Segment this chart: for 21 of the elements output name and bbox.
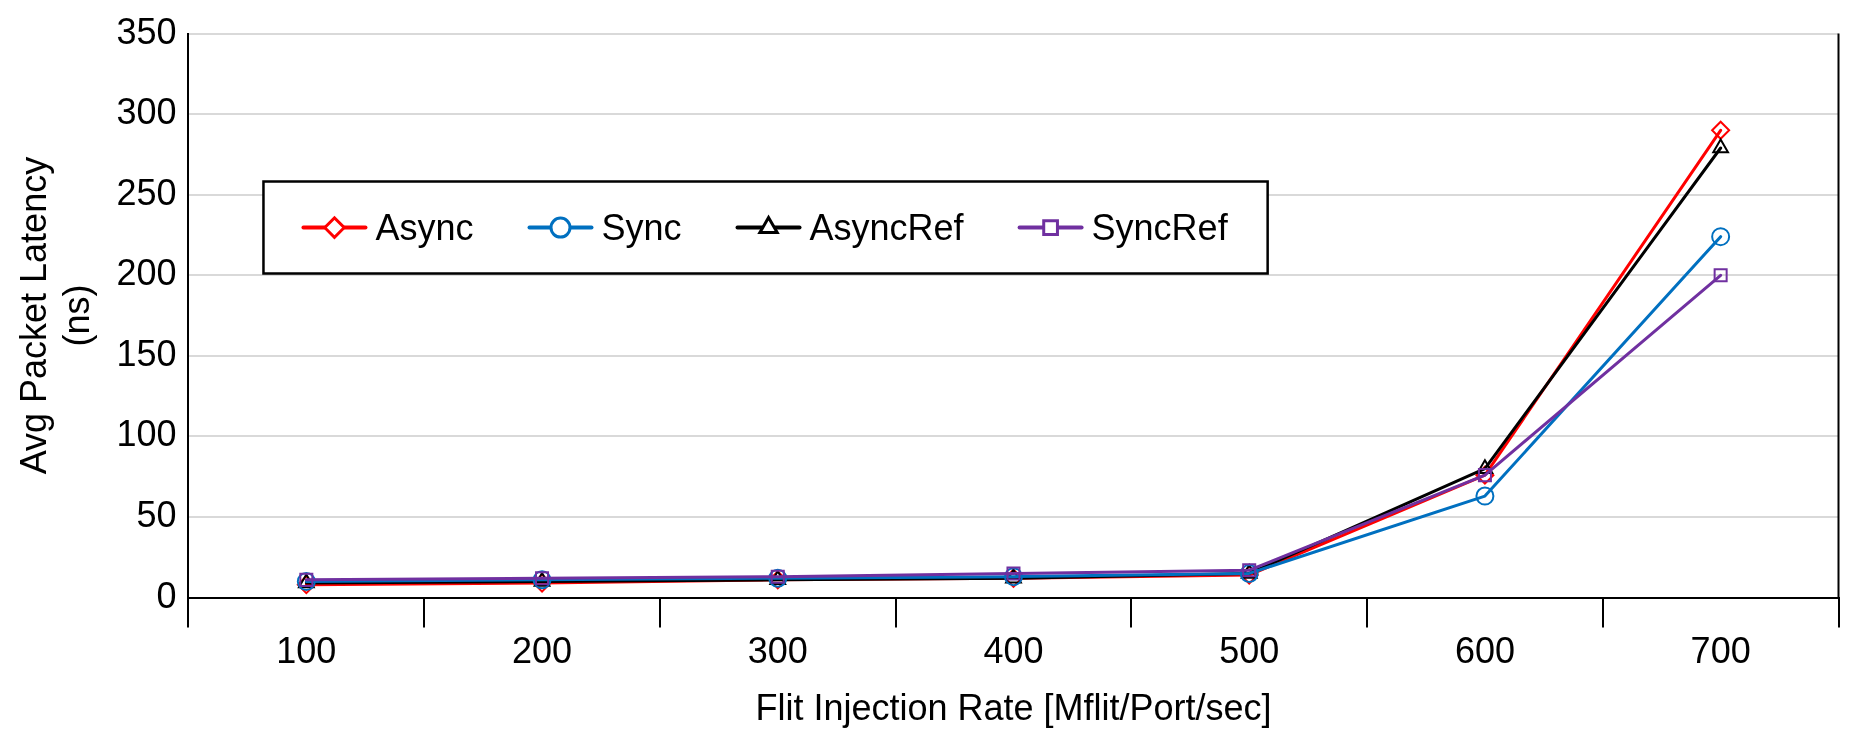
y-tick-label: 50	[136, 493, 177, 535]
legend-label: Async	[375, 206, 474, 248]
x-tick-label: 700	[1690, 630, 1751, 672]
x-tick-label: 100	[276, 630, 337, 672]
x-tick-label: 400	[983, 630, 1044, 672]
y-tick-label: 0	[156, 574, 177, 616]
y-tick-label: 300	[116, 91, 177, 133]
y-tick-label: 150	[116, 332, 177, 374]
legend-label: Sync	[601, 206, 682, 248]
x-axis-title: Flit Injection Rate [Mflit/Port/sec]	[755, 687, 1272, 729]
legend-label: SyncRef	[1091, 206, 1229, 248]
y-tick-label: 350	[116, 10, 177, 52]
y-axis-title: Avg Packet Latency (ns)	[12, 156, 97, 475]
legend-label: AsyncRef	[809, 206, 965, 248]
x-tick-label: 500	[1219, 630, 1280, 672]
x-tick-label: 300	[747, 630, 808, 672]
x-tick-label: 600	[1454, 630, 1515, 672]
x-tick-label: 200	[512, 630, 573, 672]
y-tick-label: 200	[116, 252, 177, 294]
y-tick-label: 100	[116, 413, 177, 455]
y-tick-label: 250	[116, 171, 177, 213]
